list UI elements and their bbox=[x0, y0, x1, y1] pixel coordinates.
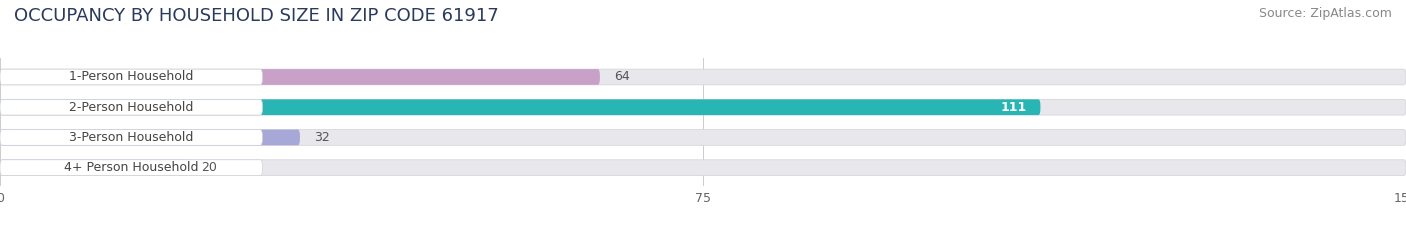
FancyBboxPatch shape bbox=[0, 69, 1406, 85]
FancyBboxPatch shape bbox=[0, 69, 600, 85]
FancyBboxPatch shape bbox=[0, 130, 1406, 145]
Text: 111: 111 bbox=[1000, 101, 1026, 114]
FancyBboxPatch shape bbox=[0, 130, 263, 145]
Text: 3-Person Household: 3-Person Household bbox=[69, 131, 194, 144]
FancyBboxPatch shape bbox=[0, 160, 1406, 175]
FancyBboxPatch shape bbox=[0, 130, 299, 145]
FancyBboxPatch shape bbox=[0, 99, 1040, 115]
Text: 1-Person Household: 1-Person Household bbox=[69, 71, 194, 83]
FancyBboxPatch shape bbox=[0, 99, 263, 115]
Text: 64: 64 bbox=[614, 71, 630, 83]
FancyBboxPatch shape bbox=[0, 160, 263, 175]
Text: 20: 20 bbox=[201, 161, 218, 174]
FancyBboxPatch shape bbox=[0, 69, 263, 85]
Text: Source: ZipAtlas.com: Source: ZipAtlas.com bbox=[1258, 7, 1392, 20]
Text: 4+ Person Household: 4+ Person Household bbox=[65, 161, 198, 174]
Text: OCCUPANCY BY HOUSEHOLD SIZE IN ZIP CODE 61917: OCCUPANCY BY HOUSEHOLD SIZE IN ZIP CODE … bbox=[14, 7, 499, 25]
FancyBboxPatch shape bbox=[0, 160, 187, 175]
Text: 32: 32 bbox=[314, 131, 330, 144]
FancyBboxPatch shape bbox=[0, 99, 1406, 115]
Text: 2-Person Household: 2-Person Household bbox=[69, 101, 194, 114]
